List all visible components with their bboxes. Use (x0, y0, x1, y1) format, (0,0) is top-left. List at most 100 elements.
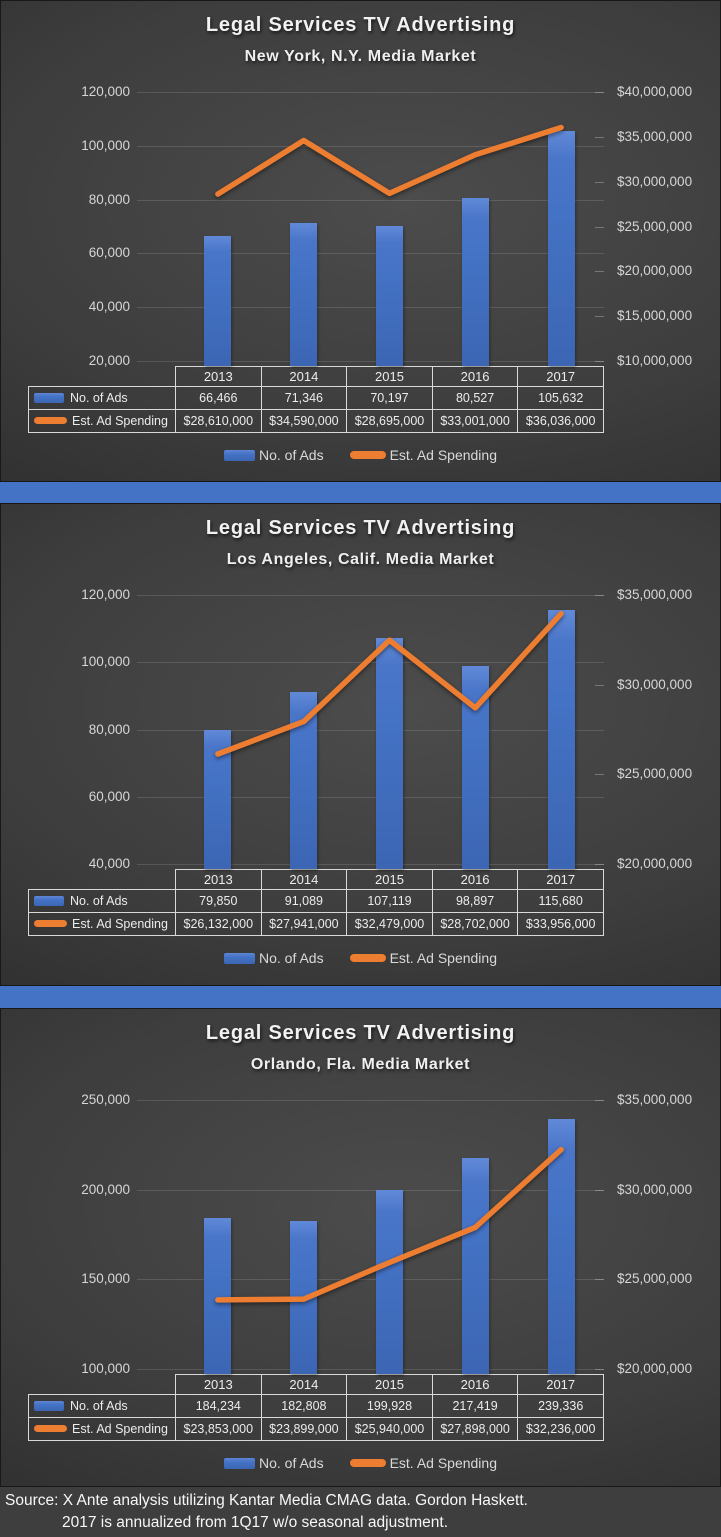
line-series-swatch-icon (34, 417, 67, 424)
right-axis-tick-label: $40,000,000 (617, 84, 693, 99)
table-value-cell: $28,695,000 (346, 409, 433, 433)
gridline (137, 1100, 604, 1101)
year-header-cell: 2017 (517, 1374, 604, 1395)
year-header-cell: 2016 (431, 366, 519, 387)
line-series (215, 610, 564, 757)
gridline (137, 361, 604, 362)
series-label-cell: Est. Ad Spending (28, 1417, 176, 1441)
bar-column-2016 (432, 92, 518, 366)
table-value-cell: $23,899,000 (260, 1417, 348, 1441)
table-value-cell: 98,897 (431, 889, 519, 913)
left-axis-tick-label: 20,000 (88, 353, 130, 368)
table-row-spending: Est. Ad Spending $23,853,000 $23,899,000 $2… (28, 1417, 604, 1441)
table-row-ads: No. of Ads 66,466 71,346 70,197 80,527 105,63… (28, 386, 604, 410)
chart-panel-new-york: Legal Services TV Advertising New York, … (0, 0, 721, 482)
data-table: 2013 2014 2015 2016 2017 No. of Ads 184,234 182… (28, 1374, 721, 1441)
table-value-cell: $25,940,000 (346, 1417, 433, 1441)
table-value-cell: 66,466 (175, 386, 262, 410)
chart-data-table: 2013 2014 2015 2016 2017 No. of Ads 79,850 91,0… (28, 869, 604, 936)
table-value-cell: 80,527 (431, 386, 519, 410)
left-axis-tick-label: 120,000 (81, 587, 130, 602)
bar-series-swatch-icon (34, 896, 64, 906)
legend-item-ads: No. of Ads (223, 447, 324, 463)
gridline (137, 145, 604, 147)
bar-2017 (547, 1119, 575, 1374)
right-axis-tick-mark (595, 1279, 604, 1281)
year-header-cell: 2015 (346, 366, 433, 387)
table-value-cell: 115,680 (517, 889, 604, 913)
right-axis-tick-label: $30,000,000 (617, 676, 693, 692)
gridline (137, 1189, 604, 1191)
table-value-cell: $32,236,000 (517, 1417, 604, 1441)
plot-area (137, 595, 604, 869)
right-axis-tick-label: $15,000,000 (617, 308, 693, 324)
right-axis-tick-label: $10,000,000 (617, 353, 693, 368)
bar-column-2014 (261, 92, 347, 366)
year-header-cell: 2013 (175, 1374, 262, 1395)
legend: No. of Ads Est. Ad Spending (0, 1455, 721, 1471)
spending-line (215, 1146, 564, 1303)
table-value-cell: $33,001,000 (431, 409, 519, 433)
left-axis-tick-label: 80,000 (88, 191, 130, 207)
spending-line (215, 124, 564, 197)
table-corner-blank (29, 1375, 176, 1395)
bar-column-2017 (518, 595, 604, 869)
gridline (137, 92, 604, 93)
left-axis-tick-label: 80,000 (88, 721, 130, 737)
year-header-cell: 2015 (346, 869, 433, 890)
right-axis-tick-label: $30,000,000 (617, 1181, 693, 1197)
right-axis: $35,000,000 $30,000,000 $25,000,000 $20,000… (604, 587, 721, 871)
right-axis-tick-mark (595, 181, 604, 183)
table-value-cell: $26,132,000 (175, 912, 262, 936)
bar-2016 (461, 1158, 489, 1374)
table-value-cell: 70,197 (346, 386, 433, 410)
table-value-cell: 105,632 (517, 386, 604, 410)
bar-column-2015 (347, 92, 433, 366)
series-label-cell: Est. Ad Spending (28, 912, 176, 936)
table-row-ads: No. of Ads 79,850 91,089 107,119 98,897 115,6… (28, 889, 604, 913)
left-axis: 120,000 100,000 80,000 60,000 40,000 20,000 (0, 84, 175, 368)
legend-label: No. of Ads (258, 1455, 324, 1471)
right-axis-tick-label: $35,000,000 (617, 128, 693, 144)
bar-series-swatch-icon (223, 1457, 255, 1469)
line-series (215, 1146, 564, 1303)
bar-series (175, 1100, 604, 1374)
bar-column-2015 (347, 1100, 433, 1374)
left-axis-tick-label: 60,000 (88, 245, 130, 261)
left-axis-tick-label: 200,000 (81, 1181, 130, 1197)
spending-line (215, 610, 564, 757)
table-value-cell: 199,928 (346, 1394, 433, 1418)
table-row-spending: Est. Ad Spending $26,132,000 $27,941,000 $3… (28, 912, 604, 936)
left-axis: 250,000 200,000 150,000 100,000 (0, 1092, 175, 1376)
table-value-cell: $36,036,000 (517, 409, 604, 433)
plot-area-row: 120,000 100,000 80,000 60,000 40,000 $35,000… (0, 587, 721, 871)
bar-2017 (547, 130, 575, 366)
bar-2013 (204, 1217, 232, 1374)
table-value-cell: 79,850 (175, 889, 262, 913)
right-axis-tick-label: $25,000,000 (617, 766, 693, 782)
legend-label: No. of Ads (258, 950, 324, 966)
right-axis-tick-mark (595, 774, 604, 776)
left-axis-tick-label: 40,000 (88, 299, 130, 315)
separator-bar (0, 482, 721, 503)
line-series-swatch-icon (34, 1425, 67, 1432)
right-axis-tick-label: $25,000,000 (617, 218, 693, 234)
legend-item-spending: Est. Ad Spending (349, 1455, 497, 1471)
right-axis-tick-label: $35,000,000 (617, 1092, 693, 1107)
bar-series-swatch-icon (223, 952, 255, 964)
right-axis-tick-mark (595, 226, 604, 228)
data-table: 2013 2014 2015 2016 2017 No. of Ads 66,466 71,3… (28, 366, 721, 433)
left-axis-tick-label: 60,000 (88, 788, 130, 804)
table-corner-blank (29, 870, 176, 890)
chart-title: Legal Services TV Advertising (205, 14, 516, 36)
plot-area (137, 92, 604, 366)
year-header-cell: 2014 (260, 1374, 348, 1395)
line-series-swatch-icon (349, 451, 386, 459)
bar-2015 (375, 226, 403, 366)
line-series-swatch-icon (34, 920, 67, 927)
right-axis-tick-mark (595, 361, 604, 362)
right-axis-tick-label: $20,000,000 (617, 263, 693, 279)
year-header-cell: 2013 (175, 869, 262, 890)
right-axis-tick-mark (595, 136, 604, 138)
chart-panel-orlando: Legal Services TV Advertising Orlando, F… (0, 1008, 721, 1487)
